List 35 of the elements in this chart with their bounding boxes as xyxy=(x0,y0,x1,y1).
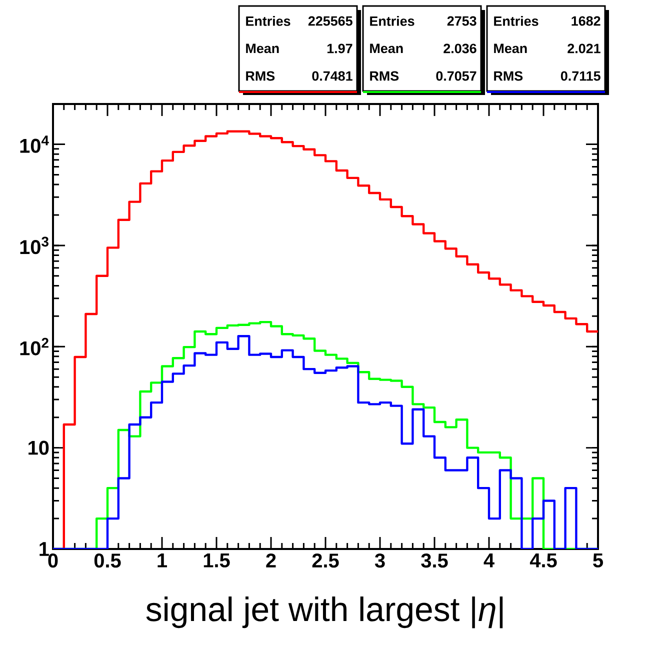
text: Entries xyxy=(246,16,290,26)
y-tick-label: 10$^{2}$ xyxy=(20,338,48,356)
x-tick-label: 4 xyxy=(484,554,494,568)
y-tick-label: 10$^{4}$ xyxy=(20,136,49,153)
text: Mean xyxy=(494,44,527,54)
text: RMS xyxy=(370,71,399,81)
text: RMS xyxy=(494,71,523,81)
text: 0.7115 xyxy=(560,71,600,81)
x-axis-title: signal jet with largest |η| xyxy=(146,596,503,628)
text: 1.97 xyxy=(327,44,352,54)
x-tick-label: 1 xyxy=(158,554,167,568)
text: 2753 xyxy=(447,16,476,26)
x-tick-label: 0 xyxy=(48,554,58,568)
text: 1682 xyxy=(572,16,600,26)
text: Entries xyxy=(370,16,414,26)
text: 225565 xyxy=(308,16,352,26)
x-tick-label: 3.5 xyxy=(421,554,448,568)
x-tick-label: 5 xyxy=(593,554,603,568)
x-tick-label: 4.5 xyxy=(530,554,557,568)
text: 2.036 xyxy=(444,44,476,54)
text: Mean xyxy=(246,44,279,54)
y-tick-label: 10 xyxy=(28,440,49,455)
text: 0.7481 xyxy=(312,71,352,81)
x-tick-label: 2 xyxy=(266,554,276,568)
text: 2.021 xyxy=(568,44,600,54)
text: Mean xyxy=(370,44,403,54)
text: 0.7057 xyxy=(436,71,476,81)
y-tick-label: 10$^{3}$ xyxy=(20,236,48,254)
x-tick-label: 1.5 xyxy=(204,554,230,568)
text: Entries xyxy=(494,16,538,26)
x-tick-label: 0.5 xyxy=(94,554,121,568)
x-tick-label: 3 xyxy=(374,554,385,568)
x-tick-label: 2.5 xyxy=(312,554,339,568)
y-tick-label: 1 xyxy=(40,542,49,556)
text: RMS xyxy=(246,71,275,81)
